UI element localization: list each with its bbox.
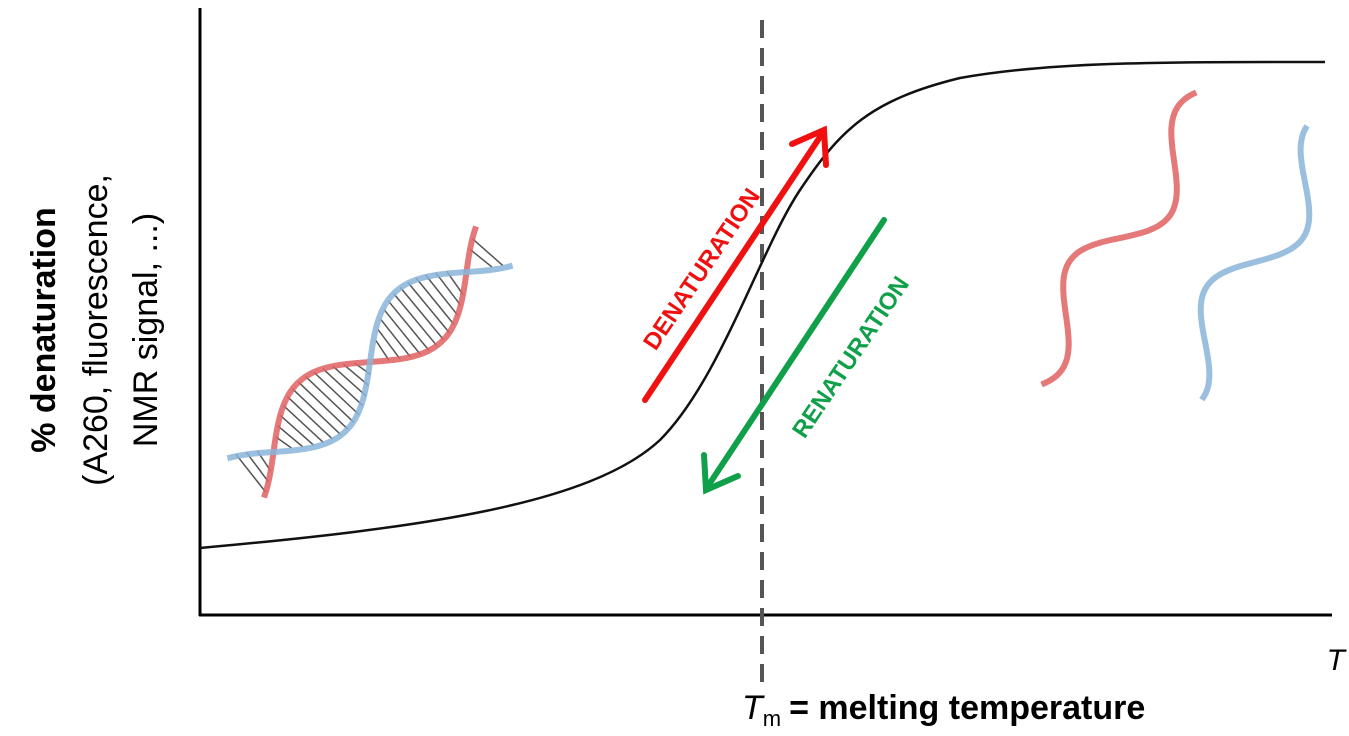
base-pair [377,329,401,360]
y-axis-subtitle: NMR signal, ...) [127,213,165,447]
base-pair [407,281,450,334]
base-pair [277,425,304,448]
tm-symbol: T [742,689,765,727]
base-pair [399,286,445,341]
base-pair [245,451,270,483]
base-pair [471,238,504,267]
double-helix [226,225,514,499]
strand [226,262,514,462]
base-pair [291,388,342,436]
renaturation-arrow [701,217,887,495]
base-pair [305,376,355,423]
denaturation-arrow [642,125,829,403]
base-pair [313,371,360,416]
base-pair [415,277,455,325]
strand-path [1197,124,1313,402]
melting-curve [199,60,1326,550]
base-pair [425,274,459,316]
base-pair [375,339,390,361]
base-pair [380,318,412,358]
base-pair [387,300,430,351]
base-pair [469,248,493,268]
base-pair [435,272,462,306]
base-pair [235,453,267,493]
y-axis-subtitle: (A260, fluorescence, [77,174,115,486]
base-pair [298,381,349,430]
base-pair [322,368,364,407]
tm-text: = melting temperature [789,689,1145,727]
denaturation-label: DENATURATION [638,184,766,355]
x-axis-label: T [1327,644,1348,677]
base-pair [332,365,367,397]
strand [1197,124,1313,402]
base-pair [279,414,314,446]
y-axis-title: % denaturation [25,207,63,453]
base-pair [286,396,334,440]
base-pair [393,293,438,347]
tm-label: Tm = melting temperature [742,689,1145,731]
single-strands [1040,89,1313,402]
y-axis-label: % denaturation (A260, fluorescence, NMR … [25,174,165,486]
base-pair [282,404,324,444]
strand-path [1040,89,1198,388]
base-pair [383,309,421,355]
renaturation-label: RENATURATION [787,272,915,443]
strand [1040,89,1198,388]
tm-subscript: m [763,706,781,731]
